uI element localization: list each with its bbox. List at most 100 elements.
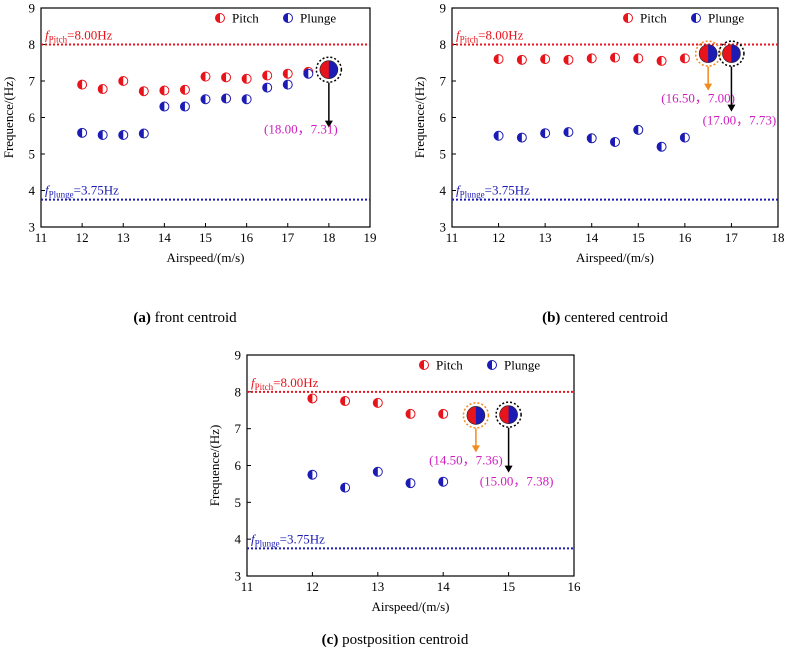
chart-b-plunge-point [679,132,690,143]
chart-c-plunge-point [405,478,416,489]
chart-a-plunge-point [97,130,108,141]
chart-b-x-tick-label: 16 [678,230,692,245]
chart-b-flutter-arrowhead [704,83,713,91]
chart-c-flutter-point-half [466,406,476,425]
chart-b-y-tick-label: 8 [440,37,447,52]
chart-a-y-tick-label: 6 [29,110,36,125]
chart-c-x-tick-label: 14 [437,579,451,594]
chart-c-x-tick-label: 16 [568,579,582,594]
chart-a-pitch-point [77,79,88,90]
chart-a-y-axis-label: Frequence/(Hz) [1,77,16,159]
chart-b-pitch-point [540,54,551,65]
chart-b-legend-plunge-marker [691,13,701,23]
chart-a-y-tick-label: 9 [29,1,36,16]
chart-b-plunge-point [493,130,504,141]
chart-b-legend-pitch-marker [623,13,633,23]
chart-a-legend-plunge-label: Plunge [300,11,336,26]
chart-a-x-tick-label: 14 [158,230,172,245]
chart-b-flutter-arrowhead [727,104,736,112]
chart-a-x-tick-label: 17 [281,230,295,245]
caption-b-label: (b) [542,310,561,326]
chart-c-x-axis-label: Airspeed/(m/s) [372,599,450,614]
chart-c-pitch-point [405,408,416,419]
chart-b-flutter-ring [694,40,722,67]
chart-a-flutter-ring [315,56,343,83]
chart-c-pitch-ref-label: fPitch=8.00Hz [251,375,319,392]
chart-b-pitch-point [633,53,644,64]
chart-c-flutter-label: (14.50，7.36) [429,452,503,467]
chart-c-plot: 11 12 13 14 15 16 3 4 5 6 7 8 9 Airspeed/(m/s) Frequen… [207,348,581,615]
chart-a-x-tick-label: 15 [199,230,212,245]
chart-a-y-tick-label: 8 [29,37,36,52]
chart-c-y-tick-label: 3 [235,569,242,584]
caption-b: (b) centered centroid [480,310,730,327]
chart-b-x-tick-label: 11 [446,230,459,245]
chart-a-pitch-point [200,71,211,82]
chart-b-plunge-point [540,128,551,139]
chart-c-y-tick-label: 5 [235,495,242,510]
chart-a-y-tick-label: 4 [29,183,36,198]
chart-c-pitch-point [372,397,383,408]
chart-a-pitch-point [118,76,129,86]
chart-c-y-tick-label: 8 [235,384,242,399]
chart-a-legend-pitch-marker [215,13,225,23]
chart-c-flutter-arrowhead [504,465,513,473]
chart-b-pitch-point [679,53,690,64]
caption-c-label: (c) [321,632,339,648]
chart-b-legend-pitch-label: Pitch [640,11,667,26]
chart-a-pitch-point [221,72,232,83]
chart-c-legend-pitch-marker [419,360,429,370]
chart-c-pitch-point [438,408,449,419]
chart-b-y-axis-label: Frequence/(Hz) [412,77,427,159]
caption-c: (c) postposition centroid [270,632,520,649]
chart-a-x-tick-label: 18 [322,230,335,245]
chart-a-plunge-point [221,93,232,104]
chart-b-pitch-point [586,53,597,64]
chart-c-x-tick-label: 12 [306,579,319,594]
chart-c-x-tick-label: 13 [371,579,384,594]
chart-c-plunge-point [438,476,449,487]
chart-c-y-tick-label: 9 [235,348,242,363]
chart-c-pitch-point [307,393,318,404]
chart-b-legend-plunge-label: Plunge [708,11,744,26]
chart-c-flutter-point-half [499,405,509,424]
chart-b-flutter-ring [718,40,745,67]
chart-c-y-tick-label: 6 [235,458,242,473]
chart-a-pitch-ref-label: fPitch=8.00Hz [45,28,113,45]
chart-b-plot: 11 12 13 14 15 16 17 18 3 4 5 6 7 8 9 Airspeed/(m/s) Fre… [412,1,785,266]
chart-a-x-tick-label: 16 [240,230,254,245]
chart-a-pitch-point [97,84,108,95]
chart-b-plunge-point [516,132,527,143]
chart-c-flutter-ring [462,402,490,429]
chart-a-x-tick-label: 19 [364,230,377,245]
caption-b-text: centered centroid [564,310,668,326]
chart-b-plunge-point [610,136,620,147]
caption-a-label: (a) [133,310,151,326]
chart-c-flutter-ring [495,401,522,428]
chart-a-pitch-point [179,84,190,95]
chart-b-pitch-point [563,54,574,65]
chart-c-y-axis-label: Frequence/(Hz) [207,425,222,507]
chart-a-x-tick-label: 11 [35,230,48,245]
chart-a-plunge-point [303,68,314,79]
chart-a-plunge-point [282,79,293,90]
chart-c-legend-plunge-label: Plunge [504,358,540,373]
chart-c-flutter-label: (15.00，7.38) [480,474,554,489]
chart-b-plunge-ref-label: fPlunge=3.75Hz [456,183,530,200]
chart-b-pitch-point [656,55,667,66]
chart-a-pitch-point [282,68,293,79]
chart-b-x-tick-label: 18 [772,230,785,245]
chart-b-plunge-point [586,133,597,144]
chart-a-pitch-point [138,86,149,97]
chart-a-plunge-point [179,101,190,112]
caption-a: (a) front centroid [60,310,310,327]
chart-a-plunge-point [118,130,129,141]
chart-b-y-tick-label: 6 [440,110,447,125]
chart-b-y-tick-label: 4 [440,183,447,198]
chart-a-plunge-point [241,94,252,105]
chart-b-pitch-point [610,52,620,63]
chart-a-x-tick-label: 13 [117,230,130,245]
chart-b-flutter-point-half [699,44,709,63]
chart-c-flutter-arrowhead [471,445,480,453]
chart-c-plunge-point [307,469,318,480]
